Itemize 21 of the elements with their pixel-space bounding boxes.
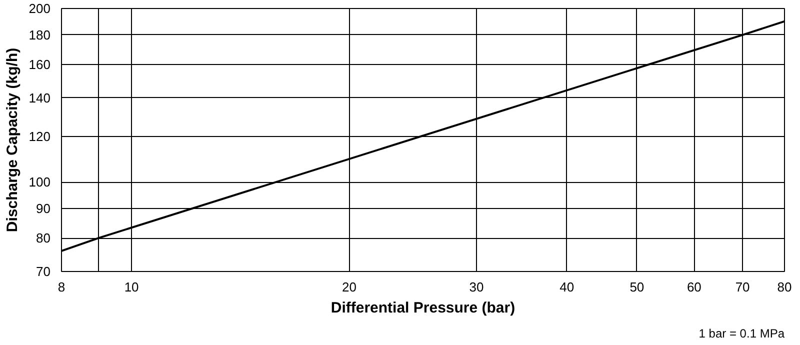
y-tick-label: 70 <box>36 264 51 279</box>
x-tick-label: 10 <box>124 280 139 294</box>
y-tick-label: 180 <box>28 27 51 42</box>
x-axis-title: Differential Pressure (bar) <box>330 300 516 316</box>
x-tick-label: 8 <box>58 280 66 294</box>
y-tick-label: 120 <box>28 128 51 144</box>
x-tick-label: 80 <box>777 280 792 294</box>
x-tick-label: 70 <box>735 280 750 294</box>
x-tick-label: 50 <box>630 280 644 294</box>
y-tick-label: 80 <box>36 230 51 246</box>
x-tick-label: 30 <box>469 280 484 294</box>
y-tick-label: 160 <box>28 56 51 72</box>
y-axis-title: Discharge Capacity (kg/h) <box>4 48 21 232</box>
y-tick-label: 140 <box>28 90 51 106</box>
text: 1 bar = 0.1 MPa <box>698 326 785 340</box>
x-tick-label: 20 <box>342 280 356 294</box>
x-tick-label: 60 <box>686 280 702 294</box>
x-tick-label: 40 <box>560 280 574 294</box>
y-tick-label: 90 <box>36 201 51 216</box>
y-tick-label: 200 <box>28 1 51 16</box>
y-tick-label: 100 <box>28 174 51 190</box>
